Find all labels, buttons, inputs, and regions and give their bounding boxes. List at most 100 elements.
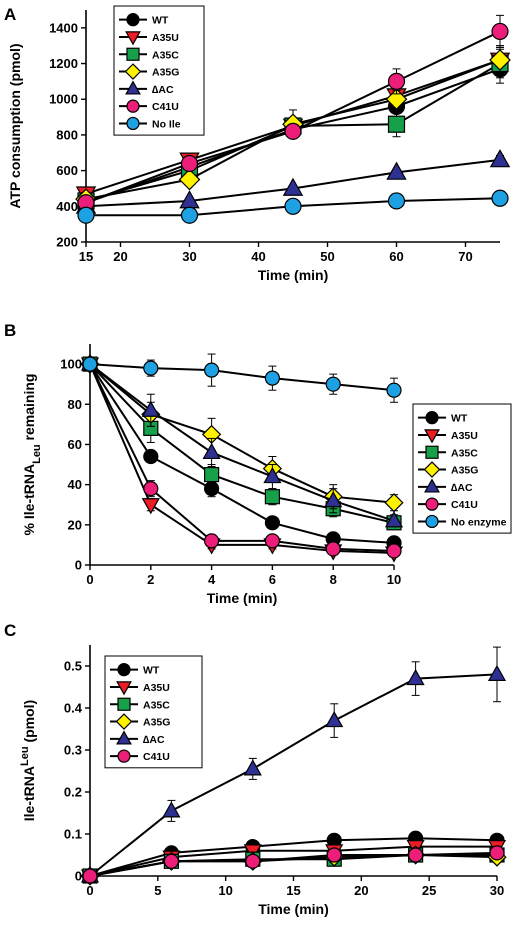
series-delta-ac	[80, 646, 507, 883]
x-tick-label: 25	[422, 883, 436, 898]
data-point	[284, 197, 302, 215]
y-axis-label: Ile-tRNALeu (pmol)	[19, 700, 37, 821]
legend-label: C41U	[143, 751, 170, 763]
legend-marker	[117, 749, 131, 763]
legend-item-a35g: A35G	[418, 461, 478, 478]
data-point	[264, 533, 280, 549]
legend-marker	[424, 429, 440, 444]
series-c41u	[77, 14, 509, 212]
legend-label: A35C	[143, 699, 170, 711]
data-point	[163, 853, 179, 869]
legend-label: ∆AC	[451, 482, 473, 494]
data-point	[384, 493, 404, 513]
x-tick-label: 50	[320, 249, 334, 264]
series-line	[89, 363, 395, 524]
data-point	[324, 491, 343, 508]
chart-panel-c: 0 5 10 15 20 25 30 0 0.1 0.2 0.3 0.4 0.5 Time (min) Il…	[19, 645, 507, 917]
data-point	[387, 72, 406, 90]
legend-item-a35c: A35C	[119, 47, 179, 61]
legend-label: No Ile	[152, 118, 181, 130]
x-axis-label: Time (min)	[258, 267, 329, 283]
chart-panel-a: 15 20 30 40 50 60 70 200 400 600 800 1000 1200 1400 Ti…	[7, 5, 511, 283]
data-point	[204, 533, 220, 549]
legend-marker	[423, 461, 441, 478]
panel-label-b: B	[4, 321, 16, 340]
legend-item-c41u: C41U	[110, 749, 170, 763]
legend-label: A35C	[451, 447, 478, 459]
x-axis-label: Time (min)	[258, 901, 329, 917]
data-point	[243, 759, 262, 776]
y-tick-label: 0.5	[64, 659, 82, 674]
legend-marker	[125, 80, 141, 95]
series-line	[89, 363, 395, 552]
series-line	[89, 363, 395, 522]
y-axis-label-main: Ile-tRNA	[21, 766, 37, 821]
series-a35c	[82, 356, 402, 531]
x-tick-label: 10	[218, 883, 232, 898]
data-point	[487, 664, 507, 681]
y-tick-label: 80	[68, 397, 82, 412]
data-point	[489, 845, 505, 861]
data-point	[325, 541, 341, 557]
legend-marker	[126, 116, 140, 131]
y-axis-label-sub: Leu	[31, 444, 43, 464]
x-tick-label: 10	[387, 572, 401, 587]
legend-item-delta-ac: ∆AC	[110, 730, 165, 746]
data-point	[325, 710, 344, 728]
data-point	[386, 543, 402, 559]
data-point	[491, 22, 509, 41]
legend-item-a35g: A35G	[119, 63, 179, 80]
y-axis-label-main: % Ile-tRNA	[21, 464, 37, 536]
data-point	[178, 168, 201, 191]
legend-marker	[425, 514, 439, 529]
legend-item-a35c: A35C	[418, 445, 478, 459]
legend-item-wt: WT	[110, 663, 160, 677]
legend-label: C41U	[451, 499, 478, 511]
legend-label: C41U	[152, 101, 179, 113]
series-line	[89, 851, 498, 877]
y-tick-label: 1000	[49, 92, 78, 107]
legend-item-c41u: C41U	[119, 99, 179, 113]
series-line	[89, 363, 395, 392]
x-tick-label: 4	[208, 572, 216, 587]
y-tick-label: 0.1	[64, 827, 82, 842]
legend: WT A35U A35C A35G ∆AC C41U	[104, 655, 203, 769]
legend-label: ∆AC	[152, 84, 174, 96]
x-tick-label: 70	[458, 249, 472, 264]
data-point	[204, 362, 220, 378]
series-no-ile	[77, 189, 509, 224]
y-tick-label: 0.3	[64, 743, 82, 758]
data-point	[489, 149, 511, 168]
legend-marker	[126, 99, 140, 113]
y-axis-label: % Ile-tRNALeu remaining	[21, 374, 43, 536]
legend-item-a35u: A35U	[110, 681, 170, 696]
y-tick-label: 0	[75, 869, 82, 884]
x-tick-label: 30	[182, 249, 196, 264]
data-point	[406, 668, 425, 686]
x-tick-label: 15	[79, 249, 93, 264]
series-line	[89, 845, 497, 877]
y-tick-label: 800	[56, 127, 78, 142]
legend-item-a35c: A35C	[110, 697, 170, 711]
legend-label: A35G	[451, 465, 478, 477]
y-axis-label-sub: Leu	[19, 746, 31, 766]
data-point	[143, 448, 159, 465]
data-point	[82, 868, 98, 884]
y-tick-label: 200	[56, 235, 78, 250]
legend-label: No enzyme	[451, 516, 507, 528]
legend-label: A35C	[152, 49, 179, 61]
x-tick-label: 30	[490, 883, 504, 898]
data-point	[385, 88, 408, 111]
legend-marker	[115, 713, 133, 730]
legend-item-no-enzyme: No enzyme	[418, 514, 507, 529]
series-line	[89, 363, 395, 504]
y-tick-label: 40	[68, 477, 82, 492]
series-line	[89, 363, 395, 554]
y-tick-label: 60	[68, 437, 82, 452]
legend-marker	[116, 681, 132, 696]
legend-label: A35U	[152, 32, 179, 44]
y-axis-label: ATP consumption (pmol)	[7, 43, 23, 208]
panel-label-a: A	[4, 5, 16, 24]
